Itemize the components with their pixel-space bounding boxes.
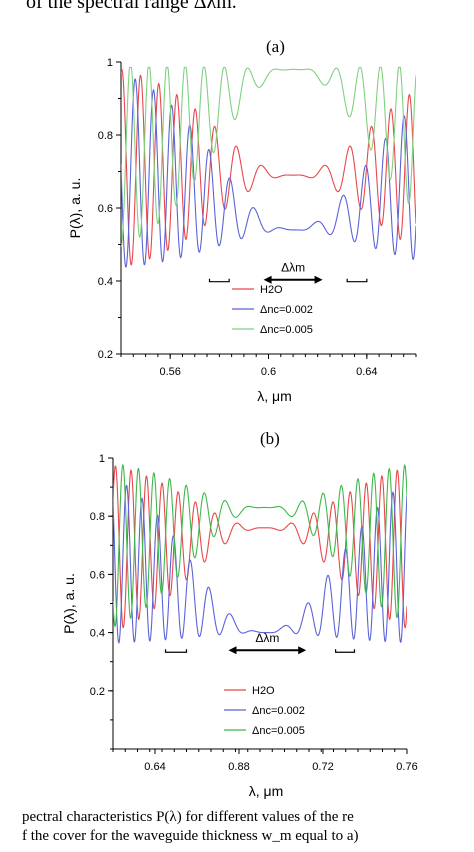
legend-label-1: Δnc=0.002 — [260, 304, 313, 316]
range-bracket-1 — [335, 649, 356, 653]
y-axis-title: P(λ), a. u. — [67, 178, 83, 239]
series-line-0 — [113, 465, 407, 629]
range-bracket-0 — [208, 278, 230, 283]
y-tick-label: 0.2 — [90, 686, 105, 698]
legend-label-0: H2O — [260, 284, 283, 296]
legend-label-2: Δnc=0.005 — [252, 725, 305, 737]
panel-label-a: (a) — [266, 37, 285, 56]
y-tick-label: 0.2 — [98, 349, 113, 361]
range-bracket-0 — [164, 649, 188, 653]
y-tick-label: 0.6 — [98, 203, 113, 215]
x-tick-label: 0.64 — [356, 366, 377, 378]
y-tick-label: 0.8 — [90, 511, 105, 523]
caption-line-2: f the cover for the waveguide thickness … — [22, 828, 359, 844]
chart-a: 0.2 0.4 0.6 0.8 1 0.56 0.6 0.64 P(λ), a. u. λ, μm… — [67, 57, 417, 404]
series-line-2 — [113, 463, 407, 628]
x-axis-title: λ, μm — [257, 388, 292, 404]
x-tick-label: 0.64 — [144, 761, 165, 773]
legend-label-0: H2O — [252, 685, 275, 697]
series-line-0 — [121, 69, 416, 266]
y-tick-label: 0.4 — [98, 276, 113, 288]
arrow-head-left — [263, 275, 272, 284]
y-tick-label: 0.6 — [90, 569, 105, 581]
arrow-head-right — [298, 646, 307, 655]
panel-label-b: (b) — [260, 429, 280, 448]
top-text-line: of the spectral range Δλm. — [26, 0, 237, 13]
x-tick-label: 0.76 — [396, 761, 417, 773]
x-tick-label: 0.56 — [159, 366, 180, 378]
x-tick-label: 0.88 — [228, 761, 249, 773]
range-bracket-1 — [346, 278, 368, 283]
delta-lambda-label: Δλm — [281, 261, 305, 275]
legend-label-1: Δnc=0.002 — [252, 705, 305, 717]
legend-label-2: Δnc=0.005 — [260, 324, 313, 336]
x-tick-label: 0.72 — [312, 761, 333, 773]
arrow-head-left — [228, 646, 237, 655]
x-axis-title: λ, μm — [249, 783, 284, 799]
figure-caption: pectral characteristics P(λ) for differe… — [22, 808, 474, 846]
y-tick-label: 1 — [99, 453, 105, 465]
delta-lambda-label: Δλm — [255, 631, 279, 645]
arrow-head-right — [314, 275, 323, 284]
y-tick-label: 0.4 — [90, 628, 105, 640]
y-axis-title: P(λ), a. u. — [61, 573, 77, 634]
caption-line-1: pectral characteristics P(λ) for differe… — [22, 809, 354, 825]
series-line-2 — [121, 66, 416, 247]
y-tick-label: 1 — [107, 57, 113, 69]
x-tick-label: 0.6 — [261, 366, 276, 378]
y-tick-label: 0.8 — [98, 130, 113, 142]
